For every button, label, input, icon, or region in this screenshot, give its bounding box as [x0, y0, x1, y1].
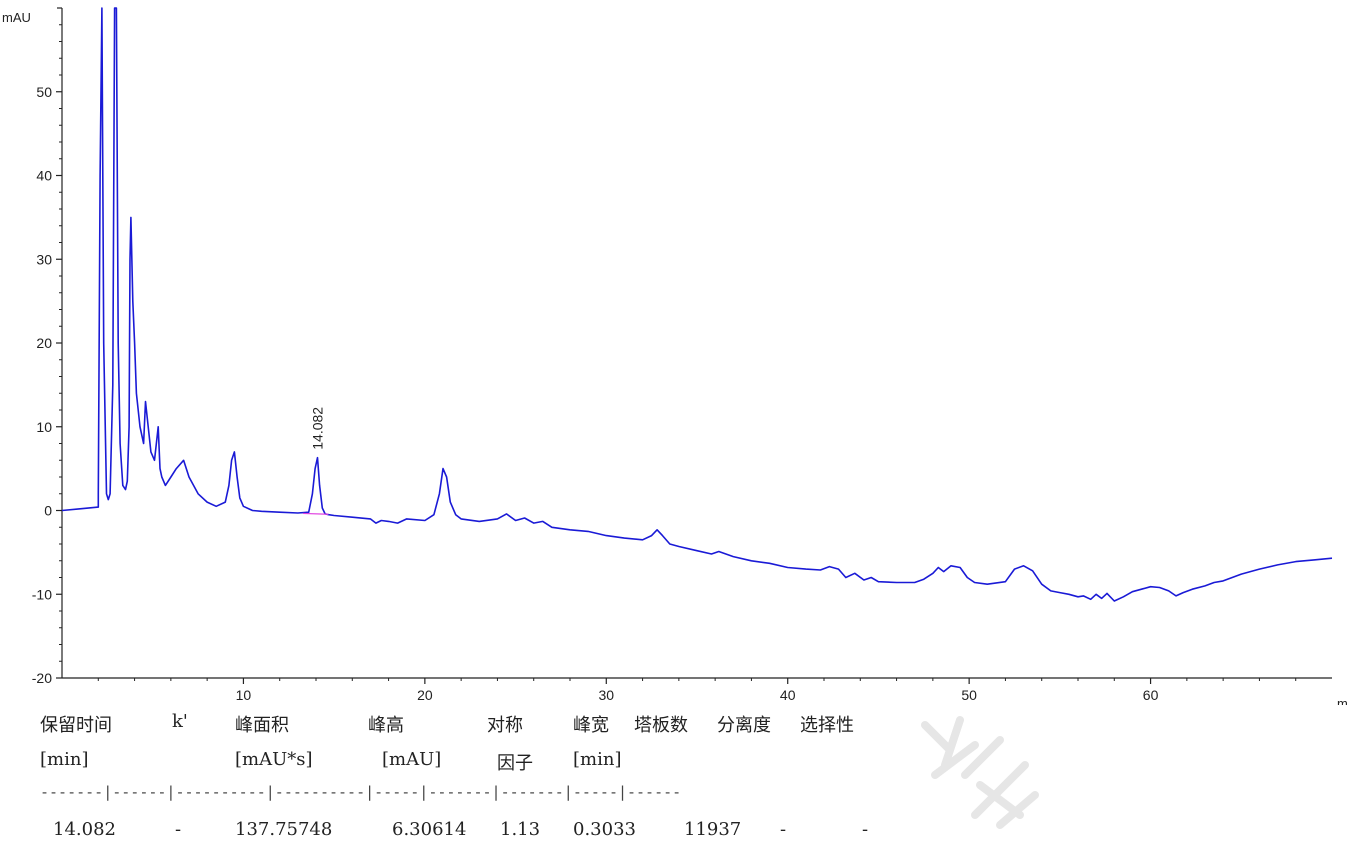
- y-tick-label: 30: [36, 251, 52, 267]
- x-axis-unit-label: min: [1337, 696, 1348, 705]
- x-tick-label: 10: [236, 687, 252, 703]
- header-symmetry-line2: 因子: [497, 753, 533, 774]
- y-axis-unit-label: mAU: [2, 10, 31, 25]
- x-tick-label: 50: [961, 687, 977, 703]
- x-tick-label: 60: [1143, 687, 1159, 703]
- peak-results-table: 保留时间 k' 峰面积 峰高 对称 峰宽 塔板数 分离度 选择性 [min] […: [0, 705, 1348, 843]
- chromatogram-chart: -20 -10 0 10 20 30 40 50 10 20 30 40 50 60 14.082 mAU…: [2, 7, 1348, 705]
- header-peak-width: 峰宽: [573, 715, 609, 736]
- peak-retention-label: 14.082: [309, 407, 325, 450]
- value-symmetry: 1.13: [500, 819, 541, 840]
- unit-peak-height: [mAU]: [382, 749, 442, 770]
- x-tick-label: 20: [417, 687, 433, 703]
- y-tick-label: 0: [44, 503, 52, 519]
- header-selectivity: 选择性: [800, 715, 854, 736]
- header-retention-time: 保留时间: [40, 715, 112, 736]
- x-tick-label: 30: [598, 687, 614, 703]
- header-symmetry: 对称: [487, 715, 523, 736]
- y-tick-label: 10: [36, 419, 52, 435]
- header-plates: 塔板数: [634, 715, 688, 736]
- header-resolution: 分离度: [717, 715, 771, 736]
- header-peak-area: 峰面积: [235, 715, 289, 736]
- unit-peak-width: [min]: [573, 749, 622, 770]
- value-peak-area: 137.75748: [235, 819, 333, 840]
- y-tick-label: 20: [36, 335, 52, 351]
- chromatogram-trace: [61, 7, 1333, 602]
- value-retention-time: 14.082: [53, 819, 116, 840]
- value-resolution: -: [780, 819, 787, 840]
- unit-peak-area: [mAU*s]: [235, 749, 313, 770]
- y-tick-label: -20: [32, 670, 52, 686]
- axes-layer: -20 -10 0 10 20 30 40 50 10 20 30 40 50 60: [32, 7, 1332, 703]
- x-tick-label: 40: [780, 687, 796, 703]
- value-peak-width: 0.3033: [573, 819, 636, 840]
- y-tick-label: -10: [32, 586, 52, 602]
- y-tick-label: 50: [36, 84, 52, 100]
- watermark-logo: [921, 716, 1039, 829]
- value-k-prime: -: [175, 819, 182, 840]
- header-k-prime: k': [172, 711, 188, 732]
- table-separator: -------|------|----------|----------|---…: [40, 783, 682, 801]
- peak-integration-baseline: [302, 512, 329, 515]
- value-selectivity: -: [862, 819, 869, 840]
- header-peak-height: 峰高: [368, 715, 404, 736]
- unit-retention-time: [min]: [40, 749, 89, 770]
- value-peak-height: 6.30614: [392, 819, 467, 840]
- value-plates: 11937: [684, 819, 742, 840]
- y-tick-label: 40: [36, 168, 52, 184]
